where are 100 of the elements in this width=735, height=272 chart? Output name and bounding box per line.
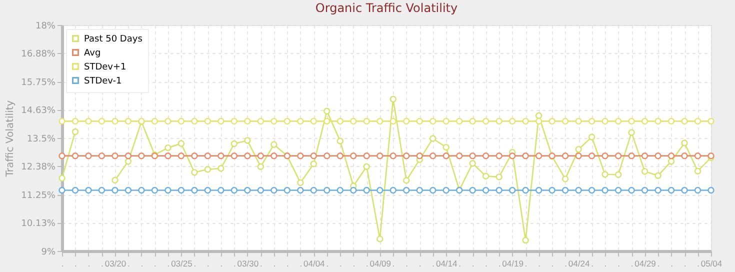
point (668, 152, 675, 160)
point (602, 186, 608, 194)
point (416, 152, 423, 160)
point (403, 177, 410, 184)
point (164, 152, 172, 160)
point (628, 152, 635, 160)
point (496, 186, 502, 194)
point (58, 174, 66, 182)
point (191, 169, 198, 176)
point (575, 118, 582, 125)
point (58, 118, 66, 125)
point (85, 186, 92, 194)
point (124, 118, 132, 125)
point (614, 186, 622, 194)
x-tick-label: . (418, 258, 422, 268)
x-tick-label: . (88, 258, 90, 268)
point (681, 152, 688, 160)
point (151, 186, 158, 194)
point (244, 118, 251, 125)
point (376, 118, 384, 125)
point (363, 118, 370, 125)
point (124, 186, 132, 194)
point (588, 134, 596, 140)
y-tick-label: 10.13% (21, 219, 56, 230)
point (390, 96, 396, 102)
legend-label: Avg (84, 48, 101, 58)
x-tick-label: . (498, 258, 501, 268)
point (164, 118, 172, 125)
point (363, 163, 370, 170)
x-tick-label: 04/29 (634, 258, 656, 268)
x-tick-label: . (684, 258, 686, 268)
point (218, 186, 224, 194)
point (191, 152, 198, 160)
point (257, 163, 264, 170)
x-tick-label: . (630, 258, 634, 268)
point (72, 152, 79, 160)
point (708, 186, 714, 194)
y-tick-label: 14.63% (21, 106, 56, 116)
y-tick-label: 18% (35, 22, 56, 32)
x-tick-label: . (670, 258, 673, 268)
point (654, 186, 662, 194)
point (218, 118, 224, 125)
point (694, 186, 702, 194)
point (164, 144, 172, 152)
x-tick-label: . (591, 258, 594, 268)
point (230, 152, 238, 160)
point (390, 152, 396, 160)
legend-label: STDev-1 (84, 76, 122, 86)
x-tick-label: . (140, 258, 144, 268)
point (496, 174, 502, 180)
x-tick-label: . (273, 258, 276, 268)
point (508, 118, 516, 125)
point (654, 172, 662, 179)
point (496, 118, 502, 125)
point (628, 129, 635, 136)
point (336, 152, 344, 160)
point (469, 186, 476, 194)
x-tick-label: . (485, 258, 488, 268)
x-tick-label: . (300, 258, 302, 268)
point (681, 118, 688, 125)
point (456, 152, 463, 160)
point (562, 186, 569, 194)
point (535, 186, 542, 194)
point (641, 168, 648, 175)
point (508, 186, 516, 194)
point (376, 186, 384, 194)
point (548, 118, 556, 125)
x-tick-label: 04/24 (568, 258, 590, 268)
point (124, 158, 132, 165)
point (336, 186, 344, 194)
point (124, 152, 132, 160)
point (178, 152, 185, 160)
point (257, 152, 264, 160)
point (694, 168, 702, 174)
point (482, 152, 490, 160)
point (204, 118, 212, 125)
point (430, 152, 436, 160)
point (562, 152, 569, 160)
point (324, 186, 330, 194)
x-tick-label: . (207, 258, 210, 268)
point (628, 186, 635, 194)
x-tick-label: 03/30 (237, 258, 259, 268)
point (403, 152, 410, 160)
point (681, 186, 688, 194)
point (297, 118, 304, 125)
x-tick-label: 04/14 (436, 258, 458, 268)
x-tick-label: . (74, 258, 77, 268)
point (310, 152, 317, 160)
point (403, 186, 410, 194)
point (324, 152, 330, 160)
x-tick-label: . (352, 258, 356, 268)
point (324, 108, 330, 114)
point (575, 186, 582, 194)
x-tick-label: . (551, 258, 554, 268)
point (496, 152, 502, 160)
point (230, 118, 238, 125)
point (614, 152, 622, 160)
point (708, 118, 714, 125)
x-tick-label: 05/04 (700, 258, 722, 268)
point (178, 186, 185, 194)
